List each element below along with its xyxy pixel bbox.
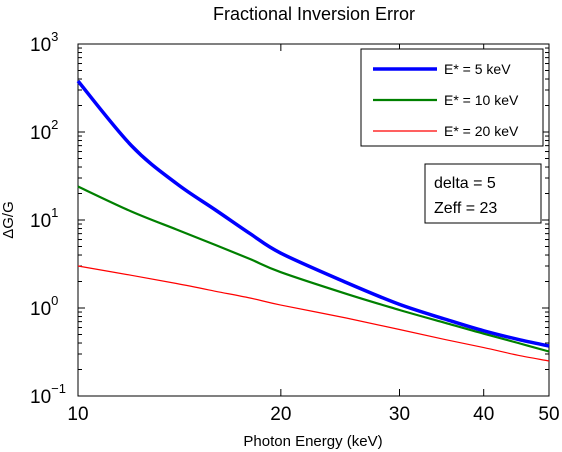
annotation-delta: delta = 5 <box>434 175 496 192</box>
annotation-box: delta = 5 Zeff = 23 <box>424 163 542 224</box>
x-tick-label: 40 <box>473 404 494 425</box>
legend-label-2: E* = 10 keV <box>444 92 519 108</box>
legend-label-1: E* = 5 keV <box>444 61 511 77</box>
x-tick-label: 30 <box>389 404 410 425</box>
annotation-zeff: Zeff = 23 <box>434 200 497 217</box>
annotation-frame <box>424 163 542 224</box>
y-axis: 10−1 100 101 102 103 <box>30 29 549 408</box>
x-tick-label: 50 <box>538 404 559 425</box>
x-tick-label: 20 <box>270 404 291 425</box>
series-lines <box>76 79 550 362</box>
y-tick-label: 100 <box>30 293 58 320</box>
x-axis-label: Photon Energy (keV) <box>243 433 382 450</box>
x-axis: 10 20 30 40 50 <box>67 44 560 425</box>
x-tick-label: 10 <box>67 404 88 425</box>
chart-title: Fractional Inversion Error <box>213 4 415 24</box>
series-line-3 <box>77 265 550 362</box>
legend-box <box>360 48 544 147</box>
y-tick-label: 103 <box>30 29 58 56</box>
y-tick-label: 102 <box>30 117 58 144</box>
y-axis-label: ΔG/G <box>0 201 17 239</box>
series-line-1 <box>76 79 550 348</box>
y-tick-label: 10−1 <box>30 381 66 408</box>
y-tick-label: 101 <box>30 205 58 232</box>
series-line-2 <box>77 185 550 353</box>
legend: E* = 5 keV E* = 10 keV E* = 20 keV <box>360 48 544 147</box>
legend-label-3: E* = 20 keV <box>444 123 519 139</box>
